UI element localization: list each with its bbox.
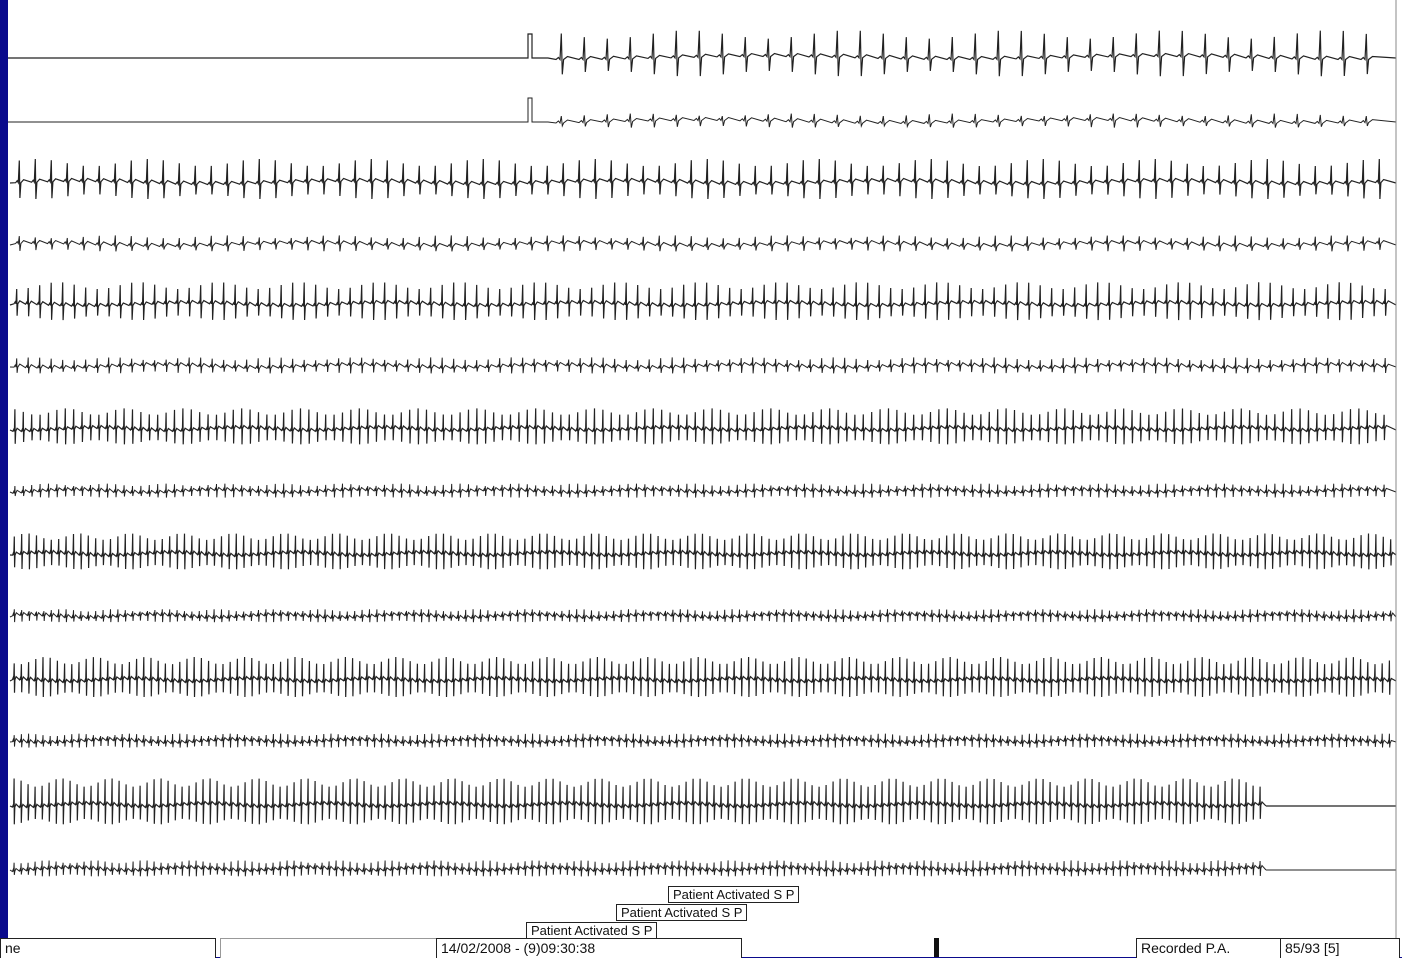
ecg-trace-row-1 [8,30,1397,77]
ecg-strip [8,0,1397,957]
patient-activated-marker-2: Patient Activated S P [616,904,748,921]
ecg-trace-row-9 [9,533,1397,570]
ecg-trace-row-10 [9,609,1397,623]
footer-datetime: 14/02/2008 - (9)09:30:38 [436,938,742,958]
patient-activated-marker-1: Patient Activated S P [668,886,800,903]
ecg-trace-row-2 [8,97,1397,129]
footer-page-number: 85/93 [5] [1280,938,1400,958]
ecg-trace-row-3 [9,158,1397,200]
ecg-trace-row-8 [9,483,1397,498]
ecg-trace-row-5 [9,282,1397,321]
ecg-trace-row-7 [9,408,1397,445]
ecg-trace-row-6 [9,357,1397,374]
ecg-trace-row-14 [9,860,1396,877]
ecg-trace-row-12 [9,733,1397,748]
event-marker [934,938,939,957]
ecg-trace-row-4 [9,235,1397,252]
footer-label-fragment: ne [0,938,216,958]
patient-activated-marker-3: Patient Activated S P [526,922,658,939]
ecg-trace-row-11 [9,656,1397,698]
footer-recorded: Recorded P.A. [1136,938,1282,958]
ecg-trace-row-13 [9,778,1396,825]
footer-blank-box [220,938,440,958]
